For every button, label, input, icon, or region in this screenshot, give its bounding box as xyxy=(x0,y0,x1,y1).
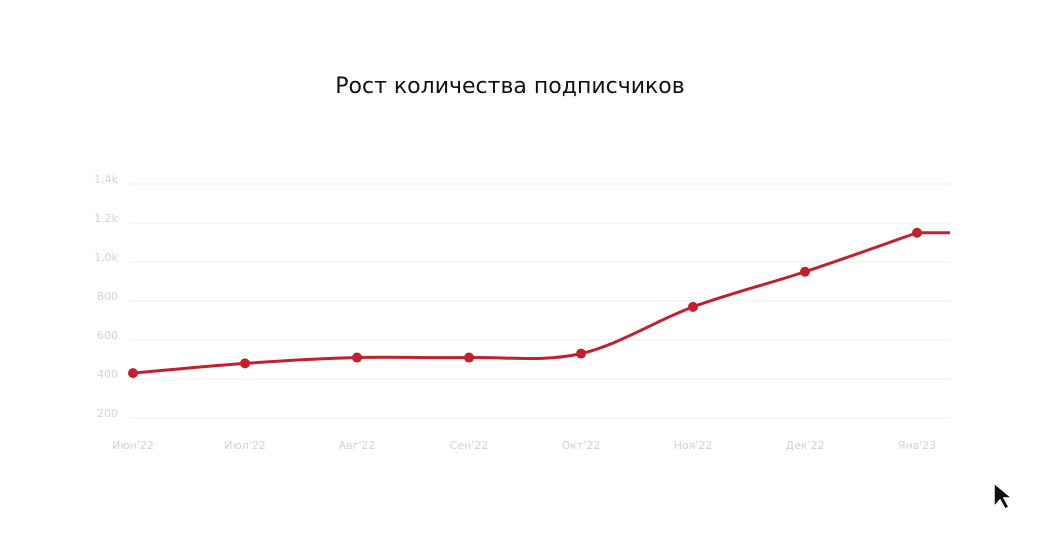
point xyxy=(576,348,586,359)
y-tick-label: 1,0k xyxy=(94,251,118,264)
y-tick-label: 800 xyxy=(97,290,118,303)
y-tick-label: 600 xyxy=(97,329,118,342)
x-tick-label: Авг'22 xyxy=(339,439,376,452)
x-tick-label: Ноя'22 xyxy=(674,439,713,452)
point xyxy=(128,368,138,379)
x-tick-label: Дек'22 xyxy=(785,439,824,452)
x-tick-label: Окт'22 xyxy=(562,439,601,452)
point xyxy=(240,358,250,369)
y-tick-label: 400 xyxy=(97,368,118,381)
point xyxy=(464,352,474,363)
x-tick-label: Июл'22 xyxy=(224,439,266,452)
y-tick-label: 1,4k xyxy=(94,173,118,186)
point xyxy=(688,301,698,312)
y-tick-label: 1.2k xyxy=(94,212,118,225)
x-tick-label: Июн'22 xyxy=(112,439,154,452)
cursor xyxy=(993,481,1015,510)
x-tick-label: Сен'22 xyxy=(450,439,489,452)
x-tick-label: Янв'23 xyxy=(898,439,936,452)
line xyxy=(132,231,918,375)
point xyxy=(912,227,922,238)
chart-title: Рост количества подписчиков xyxy=(335,74,684,99)
y-tick-label: 200 xyxy=(97,407,118,420)
point xyxy=(800,266,810,277)
point xyxy=(352,352,362,363)
